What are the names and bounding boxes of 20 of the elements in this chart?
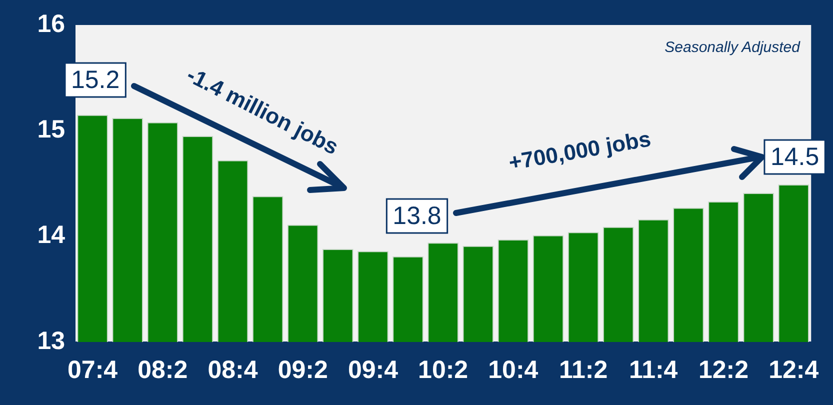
- annotation: Seasonally Adjusted: [664, 39, 801, 56]
- x-tick-label: 11:2: [558, 356, 608, 384]
- annotation: +700,000 jobs: [506, 126, 653, 176]
- y-tick-label: 13: [37, 326, 65, 355]
- x-tick-label: 12:4: [768, 356, 819, 384]
- y-tick-label: 14: [37, 221, 66, 250]
- annotation: 14.5: [770, 142, 820, 171]
- x-tick-label: 12:2: [698, 356, 749, 384]
- x-tick-label: 10:2: [418, 356, 468, 384]
- annotation: 15.2: [70, 66, 120, 94]
- x-tick-label: 07:4: [68, 356, 118, 384]
- y-tick-label: 15: [37, 116, 66, 144]
- annotation: 13.8: [392, 202, 442, 230]
- x-tick-label: 10:4: [488, 356, 538, 384]
- x-tick-label: 11:4: [629, 356, 678, 384]
- x-tick-label: 09:4: [348, 356, 398, 384]
- y-tick-label: 16: [37, 10, 65, 38]
- x-tick-label: 08:2: [138, 356, 188, 384]
- x-tick-label: 08:4: [208, 356, 258, 384]
- x-tick-label: 09:2: [278, 356, 328, 384]
